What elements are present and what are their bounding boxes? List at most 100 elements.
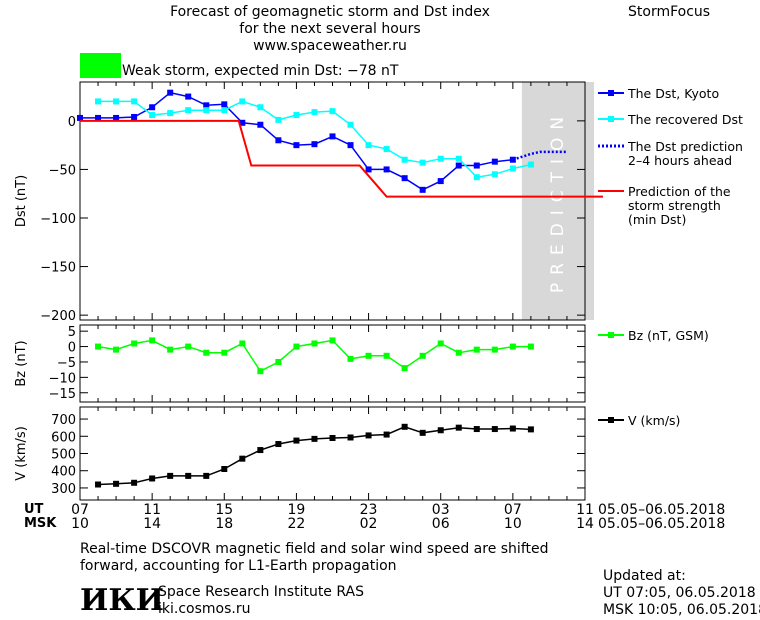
data-point bbox=[509, 343, 516, 350]
data-point bbox=[293, 142, 300, 149]
data-point bbox=[383, 352, 390, 359]
data-point bbox=[203, 102, 210, 109]
iki-logo: ИКИ bbox=[80, 583, 164, 618]
data-point bbox=[455, 424, 462, 431]
data-point bbox=[203, 107, 210, 114]
velocity-panel: 700 600 500 400 300 V (km/s) bbox=[14, 406, 586, 501]
data-point bbox=[419, 352, 426, 359]
data-point bbox=[275, 441, 282, 448]
time-tick-label: 19 bbox=[287, 502, 306, 518]
data-point bbox=[257, 121, 264, 128]
data-point bbox=[311, 141, 318, 148]
data-point bbox=[275, 137, 282, 144]
time-tick-label: 03 bbox=[431, 502, 450, 518]
storm-strength-line bbox=[80, 119, 603, 198]
data-point bbox=[437, 427, 444, 434]
y-tick-label: 0 bbox=[68, 341, 76, 356]
legend-marker bbox=[608, 417, 614, 423]
data-point bbox=[365, 166, 372, 173]
y-tick-label: −15 bbox=[49, 387, 76, 402]
series-line bbox=[97, 425, 531, 486]
data-point bbox=[473, 426, 480, 433]
legend-label: (min Dst) bbox=[628, 212, 686, 227]
time-tick-label: 15 bbox=[215, 502, 234, 518]
time-tick-label: 11 bbox=[576, 502, 594, 518]
prediction-band bbox=[521, 82, 595, 320]
data-point bbox=[401, 423, 408, 430]
y-tick-label: −100 bbox=[40, 212, 76, 227]
data-point bbox=[131, 479, 138, 486]
data-point bbox=[311, 109, 318, 116]
y-tick-label: 700 bbox=[51, 413, 76, 428]
time-tick-label: 02 bbox=[359, 516, 378, 532]
data-point bbox=[185, 107, 192, 114]
data-point bbox=[167, 472, 174, 479]
data-point bbox=[509, 425, 516, 432]
data-point bbox=[509, 156, 516, 163]
series-line bbox=[512, 150, 567, 161]
data-point bbox=[347, 355, 354, 362]
time-tick-label: 23 bbox=[359, 502, 378, 518]
note-line1: Real-time DSCOVR magnetic field and sola… bbox=[80, 541, 549, 557]
data-point bbox=[221, 466, 228, 472]
chart-title-line2: for the next several hours bbox=[239, 21, 421, 37]
data-point bbox=[473, 346, 480, 353]
data-point bbox=[185, 93, 192, 100]
data-point bbox=[455, 162, 462, 169]
data-point bbox=[293, 343, 300, 350]
ut-date-range: 05.05–06.05.2018 bbox=[598, 502, 726, 518]
time-tick-label: 10 bbox=[503, 516, 522, 532]
data-point bbox=[95, 481, 102, 488]
y-tick-label: 400 bbox=[51, 465, 76, 480]
y-tick-label: −50 bbox=[49, 163, 76, 178]
time-tick-label: 06 bbox=[431, 516, 450, 532]
data-point bbox=[113, 114, 120, 121]
data-point bbox=[473, 174, 480, 181]
y-tick-label: −5 bbox=[57, 356, 76, 371]
storm-level-label: Weak storm, expected min Dst: −78 nT bbox=[122, 63, 399, 79]
data-point bbox=[293, 112, 300, 119]
data-point bbox=[95, 343, 102, 350]
data-point bbox=[347, 121, 354, 128]
data-point bbox=[149, 337, 156, 344]
data-point bbox=[473, 162, 480, 169]
time-tick-label: 07 bbox=[71, 502, 89, 518]
data-point bbox=[455, 155, 462, 162]
data-point bbox=[77, 114, 83, 121]
data-point bbox=[329, 108, 336, 115]
legend-label: The Dst, Kyoto bbox=[627, 86, 719, 101]
legend-label: storm strength bbox=[628, 198, 721, 213]
data-point bbox=[527, 343, 534, 350]
legend-label: The Dst prediction bbox=[627, 139, 743, 154]
y-tick-label: −200 bbox=[40, 309, 76, 324]
data-point bbox=[221, 349, 228, 356]
data-point bbox=[329, 337, 336, 344]
data-point bbox=[95, 98, 102, 105]
legend-label: The recovered Dst bbox=[627, 112, 743, 127]
brand-name: StormFocus bbox=[628, 4, 711, 20]
plot-frame bbox=[79, 324, 586, 403]
y-tick-label: −150 bbox=[40, 261, 76, 276]
updated-label: Updated at: bbox=[603, 568, 686, 584]
time-tick-label: 11 bbox=[143, 502, 162, 518]
data-point bbox=[311, 435, 318, 442]
dst-panel: PREDICTION 0 −50 −100 −150 −200 Dst (nT) bbox=[14, 81, 603, 324]
bz-panel: 50−5−10−15 Bz (nT) bbox=[14, 324, 586, 403]
data-point bbox=[491, 346, 498, 353]
time-tick-label: 18 bbox=[215, 516, 234, 532]
data-point bbox=[293, 437, 300, 444]
data-point bbox=[239, 455, 246, 462]
y-tick-label: 5 bbox=[68, 325, 76, 340]
data-point bbox=[239, 119, 246, 126]
data-point bbox=[365, 352, 372, 359]
storm-level-swatch bbox=[80, 53, 121, 78]
y-tick-label: 300 bbox=[51, 482, 76, 497]
data-point bbox=[401, 365, 408, 372]
data-point bbox=[113, 98, 120, 105]
data-point bbox=[311, 340, 318, 347]
time-tick-label: 14 bbox=[576, 516, 594, 532]
prediction-text: PREDICTION bbox=[548, 109, 568, 293]
chart-title-line1: Forecast of geomagnetic storm and Dst in… bbox=[170, 4, 490, 20]
legend-label: Prediction of the bbox=[628, 184, 731, 199]
data-point bbox=[437, 340, 444, 347]
